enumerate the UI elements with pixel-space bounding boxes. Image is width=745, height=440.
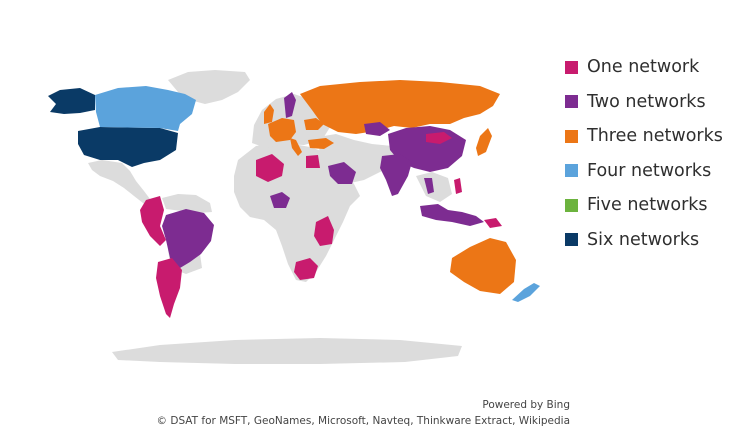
legend-item-one-network: One network <box>565 50 740 85</box>
legend-item-two-networks: Two networks <box>565 85 740 120</box>
legend-swatch <box>565 95 578 109</box>
region-russia <box>300 80 500 134</box>
world-map <box>48 70 540 364</box>
region-ukraine <box>304 118 324 130</box>
region-new-zealand <box>512 283 540 302</box>
region-philippines <box>454 178 462 194</box>
region-italy <box>290 138 302 156</box>
region-thailand <box>424 178 434 194</box>
legend-item-four-networks: Four networks <box>565 154 740 189</box>
legend-swatch <box>565 233 578 247</box>
region-kenya-tanzania <box>314 216 334 246</box>
powered-by-credit: Powered by Bing <box>482 399 570 411</box>
region-egypt <box>306 155 320 168</box>
region-mongolia <box>426 132 452 144</box>
legend-swatch <box>565 60 578 74</box>
map-legend: One network Two networks Three networks … <box>565 50 740 257</box>
legend-item-five-networks: Five networks <box>565 188 740 223</box>
legend-item-three-networks: Three networks <box>565 119 740 154</box>
mexico-central-america <box>88 160 158 209</box>
region-kazakhstan <box>364 122 390 136</box>
region-algeria <box>256 154 284 182</box>
region-japan <box>476 128 492 156</box>
legend-item-six-networks: Six networks <box>565 223 740 258</box>
region-south-africa <box>294 258 318 280</box>
region-united-states <box>78 127 178 167</box>
region-uk <box>264 104 274 124</box>
region-brazil <box>162 209 214 268</box>
region-turkey <box>308 138 334 149</box>
region-saudi-arabia <box>328 162 356 184</box>
antarctica <box>112 338 462 364</box>
region-nigeria <box>270 192 290 208</box>
map-sources-credit: © DSAT for MSFT, GeoNames, Microsoft, Na… <box>156 415 570 427</box>
region-canada <box>95 86 196 131</box>
legend-label: Two networks <box>587 91 706 112</box>
legend-swatch <box>565 129 578 143</box>
region-france-germany <box>268 118 296 142</box>
region-argentina-chile <box>156 258 182 318</box>
venezuela-guyanas <box>162 194 212 213</box>
legend-label: Four networks <box>587 160 712 181</box>
region-png <box>484 218 502 228</box>
region-india <box>380 154 412 196</box>
legend-swatch <box>565 164 578 178</box>
region-australia <box>450 238 516 294</box>
legend-label: Five networks <box>587 195 708 216</box>
southeast-asia <box>416 172 452 202</box>
legend-label: One network <box>587 57 700 78</box>
legend-label: Three networks <box>587 126 723 147</box>
region-peru-colombia <box>140 196 166 246</box>
region-alaska <box>48 88 95 114</box>
region-sweden <box>284 92 296 118</box>
region-indonesia <box>420 204 484 226</box>
greenland <box>168 70 250 104</box>
legend-label: Six networks <box>587 229 700 250</box>
legend-swatch <box>565 198 578 212</box>
